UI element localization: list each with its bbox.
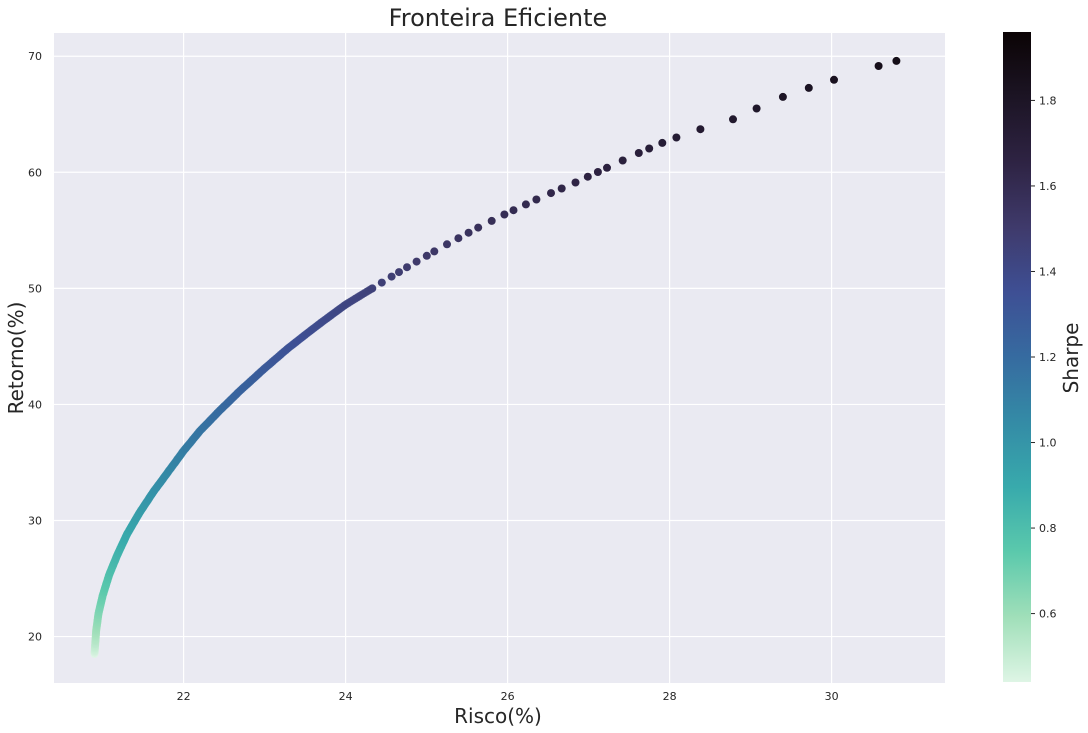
colorbar-tick-label: 0.6 — [1039, 608, 1057, 621]
portfolio-point — [500, 210, 509, 219]
portfolio-point — [509, 206, 518, 215]
y-tick-label: 60 — [28, 166, 42, 179]
colorbar-tick-labels: 0.6 0.8 1.0 1.2 1.4 1.6 1.8 — [1031, 94, 1057, 621]
portfolio-point — [618, 156, 627, 165]
y-tick-label: 20 — [28, 631, 42, 644]
y-axis-label: Retorno(%) — [4, 302, 28, 415]
portfolio-point — [752, 104, 761, 113]
scatter-points — [90, 56, 901, 658]
x-tick-label: 26 — [501, 690, 515, 703]
portfolio-point — [583, 172, 592, 181]
plot-area — [54, 33, 945, 683]
colorbar-tick-label: 1.0 — [1039, 437, 1057, 450]
colorbar-tick-label: 1.8 — [1039, 94, 1057, 107]
colorbar-label: Sharpe — [1059, 323, 1083, 394]
colorbar-tick-label: 1.4 — [1039, 265, 1057, 278]
chart-title: Fronteira Eficiente — [389, 4, 608, 32]
colorbar-tick-label: 1.6 — [1039, 180, 1057, 193]
portfolio-point — [804, 83, 813, 92]
colorbar-tick-label: 1.2 — [1039, 351, 1057, 364]
portfolio-point — [658, 138, 667, 147]
portfolio-point — [571, 178, 580, 187]
x-tick-label: 24 — [339, 690, 353, 703]
x-axis-label: Risco(%) — [454, 704, 542, 728]
colorbar — [1003, 32, 1031, 682]
x-tick-labels: 22 24 26 28 30 — [177, 690, 839, 703]
portfolio-point — [464, 228, 473, 237]
portfolio-point — [778, 92, 787, 101]
portfolio-point — [521, 200, 530, 209]
portfolio-point — [454, 234, 463, 243]
y-tick-label: 50 — [28, 282, 42, 295]
y-tick-labels: 20 30 40 50 60 70 — [28, 50, 42, 643]
portfolio-point — [603, 163, 611, 172]
portfolio-point — [443, 240, 451, 249]
x-tick-label: 28 — [663, 690, 677, 703]
portfolio-point — [532, 195, 541, 204]
portfolio-point — [368, 284, 377, 293]
portfolio-point — [547, 189, 555, 198]
colorbar-tick-label: 0.8 — [1039, 522, 1057, 535]
portfolio-point — [830, 75, 838, 84]
y-tick-label: 30 — [28, 515, 42, 528]
portfolio-point — [696, 125, 705, 134]
portfolio-point — [430, 247, 439, 256]
portfolio-point — [412, 257, 421, 266]
portfolio-point — [474, 223, 483, 232]
portfolio-point — [403, 263, 411, 272]
x-tick-label: 22 — [177, 690, 191, 703]
portfolio-point — [377, 278, 386, 287]
portfolio-point — [557, 184, 566, 193]
portfolio-point — [422, 251, 431, 260]
gridlines — [54, 33, 945, 683]
portfolio-point — [593, 168, 602, 176]
portfolio-point — [387, 272, 396, 281]
portfolio-point — [395, 268, 403, 277]
y-tick-label: 70 — [28, 50, 42, 63]
portfolio-point — [892, 56, 901, 65]
y-tick-label: 40 — [28, 398, 42, 411]
x-tick-label: 30 — [825, 690, 839, 703]
portfolio-point — [634, 149, 643, 157]
portfolio-point — [487, 216, 496, 225]
portfolio-point — [874, 62, 883, 70]
portfolio-point — [729, 115, 737, 124]
portfolio-point — [645, 144, 654, 153]
portfolio-point — [672, 133, 681, 142]
